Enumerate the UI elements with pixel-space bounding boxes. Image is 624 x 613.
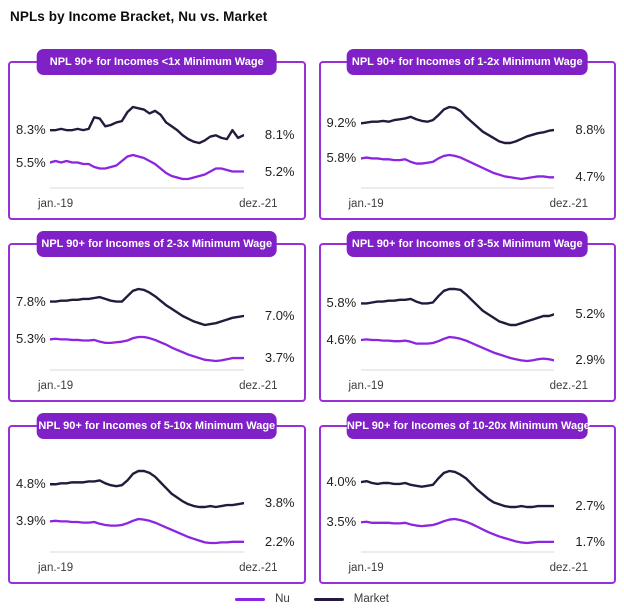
nu-end-value: 2.9% <box>575 352 605 368</box>
line-chart <box>361 455 555 555</box>
panel-title: NPL 90+ for Incomes of 5-10x Minimum Wag… <box>36 413 278 439</box>
x-axis-labels: jan.-19 dez.-21 <box>349 380 589 392</box>
x-label-start: jan.-19 <box>348 380 384 392</box>
nu-start-value: 3.9% <box>16 513 46 529</box>
x-axis-baseline <box>50 187 244 189</box>
chart-panel-2-3x: NPL 90+ for Incomes of 2-3x Minimum Wage… <box>8 231 306 402</box>
market-end-value: 5.2% <box>575 306 605 322</box>
market-end-value: 7.0% <box>264 308 295 323</box>
line-chart <box>50 273 244 373</box>
nu-end-value: 4.7% <box>575 169 605 185</box>
chart-panel-10-20x: NPL 90+ for Incomes of 10-20x Minimum Wa… <box>318 413 616 584</box>
market-line-swatch <box>313 597 344 601</box>
x-axis-labels: jan.-19 dez.-21 <box>38 198 278 210</box>
panel-title: NPL 90+ for Incomes of 1-2x Minimum Wage <box>346 49 588 75</box>
market-start-value: 4.8% <box>16 476 46 492</box>
market-start-value: 5.8% <box>326 295 357 311</box>
line-chart <box>50 91 244 191</box>
market-start-value: 4.0% <box>326 474 357 490</box>
nu-start-value: 3.5% <box>326 514 357 530</box>
market-start-value: 8.3% <box>16 122 46 138</box>
x-label-start: jan.-19 <box>38 198 74 210</box>
nu-end-value: 5.2% <box>264 163 295 179</box>
panel-title: NPL 90+ for Incomes of 3-5x Minimum Wage <box>346 231 588 257</box>
nu-end-value: 3.7% <box>264 350 295 366</box>
nu-end-value: 1.7% <box>575 533 605 549</box>
chart-panel-3-5x: NPL 90+ for Incomes of 3-5x Minimum Wage… <box>318 231 616 402</box>
x-label-start: jan.-19 <box>348 562 384 574</box>
nu-start-value: 5.5% <box>16 154 46 170</box>
x-axis-labels: jan.-19 dez.-21 <box>349 562 589 574</box>
x-label-end: dez.-21 <box>549 198 588 210</box>
x-label-end: dez.-21 <box>239 380 278 392</box>
x-axis-baseline <box>50 551 244 553</box>
x-axis-labels: jan.-19 dez.-21 <box>38 562 278 574</box>
page-title: NPLs by Income Bracket, Nu vs. Market <box>10 9 268 24</box>
nu-end-value: 2.2% <box>264 533 295 549</box>
market-end-value: 8.1% <box>264 127 295 143</box>
x-axis-labels: jan.-19 dez.-21 <box>349 198 589 210</box>
x-axis-baseline <box>50 369 244 371</box>
chart-grid: NPL 90+ for Incomes <1x Minimum Wage 8.3… <box>8 49 616 584</box>
x-label-end: dez.-21 <box>549 380 588 392</box>
x-label-end: dez.-21 <box>239 198 278 210</box>
x-axis-baseline <box>360 187 554 189</box>
market-end-value: 8.8% <box>575 121 605 137</box>
x-label-start: jan.-19 <box>348 198 384 210</box>
x-label-end: dez.-21 <box>549 562 588 574</box>
x-label-start: jan.-19 <box>38 562 74 574</box>
chart-panel-5-10x: NPL 90+ for Incomes of 5-10x Minimum Wag… <box>8 413 306 584</box>
x-axis-labels: jan.-19 dez.-21 <box>38 380 278 392</box>
panel-title: NPL 90+ for Incomes <1x Minimum Wage <box>36 49 278 75</box>
market-end-value: 3.8% <box>264 495 295 511</box>
chart-panel-under-1x: NPL 90+ for Incomes <1x Minimum Wage 8.3… <box>8 49 306 220</box>
x-label-start: jan.-19 <box>38 380 74 392</box>
market-start-value: 7.8% <box>16 293 46 309</box>
panel-title: NPL 90+ for Incomes of 2-3x Minimum Wage <box>36 231 278 257</box>
market-start-value: 9.2% <box>326 115 357 131</box>
chart-panel-1-2x: NPL 90+ for Incomes of 1-2x Minimum Wage… <box>318 49 616 220</box>
x-axis-baseline <box>360 551 554 553</box>
panel-title: NPL 90+ for Incomes of 10-20x Minimum Wa… <box>346 413 590 439</box>
market-end-value: 2.7% <box>575 498 605 514</box>
nu-start-value: 4.6% <box>326 332 357 347</box>
line-chart <box>50 455 244 555</box>
x-axis-baseline <box>360 369 554 371</box>
nu-line-swatch <box>235 597 266 601</box>
nu-start-value: 5.8% <box>326 150 357 166</box>
x-label-end: dez.-21 <box>239 562 278 574</box>
nu-start-value: 5.3% <box>16 331 46 347</box>
line-chart <box>361 91 555 191</box>
line-chart <box>361 273 555 373</box>
